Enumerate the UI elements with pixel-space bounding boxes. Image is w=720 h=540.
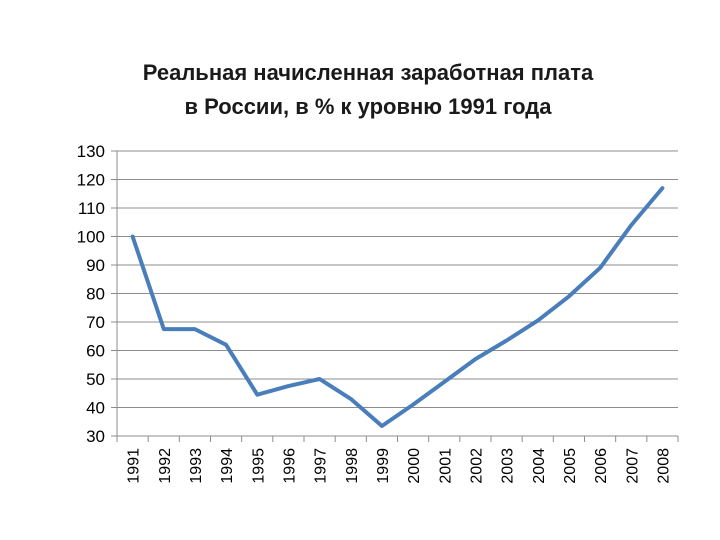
y-tick-label: 50 [86,370,105,389]
x-tick-label: 2005 [562,448,579,484]
x-tick-label: 2004 [531,448,548,484]
y-axis-tick-labels: 30 40 50 60 70 80 90 100 110 120 130 [77,142,105,446]
x-tick-label: 1996 [281,448,298,484]
x-tick-label: 1997 [313,448,330,484]
y-tick-label: 90 [86,256,105,275]
x-tick-label: 1991 [126,448,143,484]
x-tick-label: 2001 [437,448,454,484]
x-tick-label: 2003 [500,448,517,484]
x-tick-label: 1999 [375,448,392,484]
series-line [130,186,665,428]
chart-title-line-1: Реальная начисленная заработная плата [143,60,594,85]
gridlines [111,150,678,408]
x-axis-tick-labels: 1991 1992 1993 1994 1995 1996 1997 1998 1999 2000… [126,448,673,484]
y-tick-label: 40 [86,399,105,418]
y-tick-label: 30 [86,427,105,446]
y-tick-label: 80 [86,285,105,304]
chart-title-line-2: в России, в % к уровню 1991 года [185,94,553,119]
axes [111,151,679,442]
x-tick-label: 2006 [593,448,610,484]
y-tick-label: 110 [78,199,105,218]
x-tick-label: 2007 [624,448,641,484]
x-tick-label: 1995 [250,448,267,484]
y-tick-label: 130 [77,142,105,161]
series-layer [130,186,665,428]
y-tick-label: 70 [86,313,105,332]
x-tick-label: 2008 [655,448,672,484]
x-tick-label: 2002 [468,448,485,484]
y-tick-label: 100 [77,228,105,247]
x-tick-label: 1998 [344,448,361,484]
x-tick-label: 1994 [219,448,236,484]
x-tick-label: 1992 [157,448,174,484]
y-tick-label: 120 [77,171,105,190]
chart-title: Реальная начисленная заработная плата в … [143,60,594,119]
y-tick-label: 60 [86,342,105,361]
x-tick-label: 1993 [188,448,205,484]
x-tick-label: 2000 [406,448,423,484]
